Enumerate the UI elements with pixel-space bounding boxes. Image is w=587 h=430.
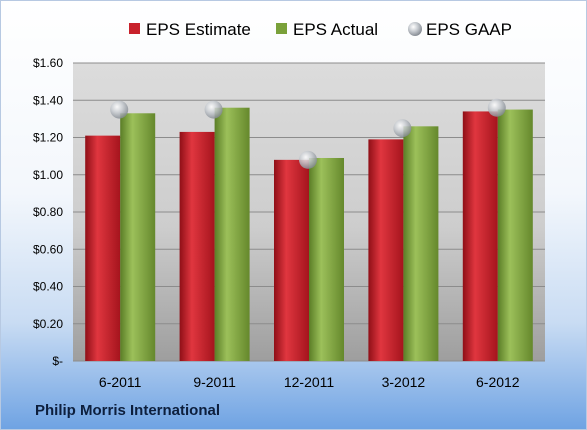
bar-eps-estimate	[85, 135, 121, 361]
y-tick-label: $-	[52, 354, 63, 368]
bar-eps-actual	[214, 107, 250, 361]
y-tick-label: $0.40	[33, 280, 63, 294]
bar-eps-estimate	[368, 139, 404, 361]
y-tick-label: $1.20	[33, 131, 63, 145]
point-eps-gaap	[487, 98, 506, 117]
y-tick-label: $1.60	[33, 56, 63, 70]
y-tick-label: $1.40	[33, 93, 63, 107]
bar-eps-actual	[497, 109, 533, 361]
bar-eps-estimate	[462, 111, 498, 361]
bar-eps-estimate	[274, 159, 309, 361]
x-tick-label: 6-2012	[476, 374, 520, 390]
y-tick-label: $0.60	[33, 242, 63, 256]
y-tick-label: $0.80	[33, 205, 63, 219]
point-eps-gaap	[110, 100, 129, 119]
legend-swatch	[129, 23, 140, 34]
legend-label: EPS Actual	[293, 20, 378, 39]
point-eps-gaap	[299, 150, 317, 169]
y-tick-label: $1.00	[33, 168, 63, 182]
legend-label: EPS Estimate	[146, 20, 251, 39]
company-name: Philip Morris International	[35, 402, 221, 419]
bar-eps-actual	[120, 113, 156, 361]
x-tick-label: 3-2012	[382, 374, 426, 390]
y-tick-label: $0.20	[33, 317, 63, 331]
point-eps-gaap	[393, 119, 412, 138]
x-tick-label: 9-2011	[193, 374, 236, 390]
point-eps-gaap	[204, 100, 223, 119]
legend-label: EPS GAAP	[426, 20, 512, 39]
legend-swatch	[408, 22, 422, 36]
legend-swatch	[276, 23, 287, 34]
x-tick-label: 12-2011	[284, 374, 335, 390]
x-tick-label: 6-2011	[99, 374, 142, 390]
bar-eps-actual	[309, 157, 344, 361]
bar-eps-estimate	[179, 131, 215, 361]
bar-eps-actual	[403, 126, 439, 361]
